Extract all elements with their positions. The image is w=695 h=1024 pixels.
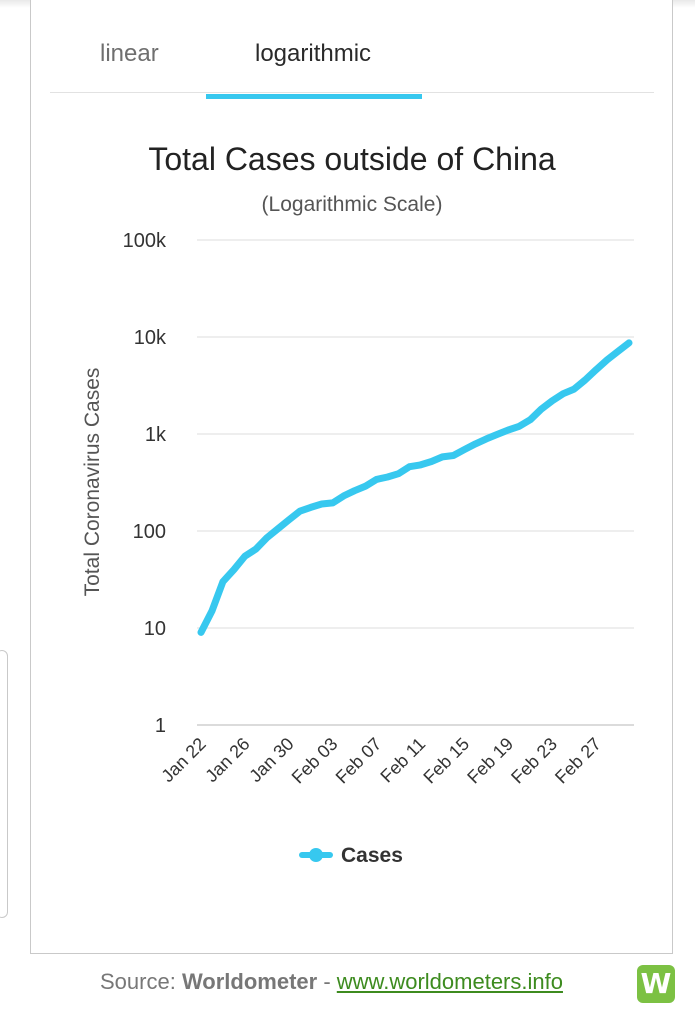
chart-card — [30, 0, 673, 954]
data-point[interactable] — [429, 459, 434, 464]
y-tick-label: 10k — [134, 327, 167, 349]
data-point[interactable] — [572, 387, 577, 392]
data-point[interactable] — [330, 500, 335, 505]
data-point[interactable] — [385, 475, 390, 479]
x-tick-label: Feb 27 — [551, 734, 605, 788]
y-tick-label: 1 — [155, 715, 166, 737]
x-tick-label: Jan 30 — [245, 734, 297, 786]
x-tick-label: Feb 07 — [332, 734, 386, 788]
data-point[interactable] — [407, 464, 412, 469]
data-point[interactable] — [473, 441, 478, 446]
data-point[interactable] — [594, 367, 599, 372]
data-point[interactable] — [341, 493, 346, 498]
data-point[interactable] — [286, 517, 291, 522]
source-line: Source: Worldometer - www.worldometers.i… — [100, 969, 563, 995]
y-tick-labels: 1 10 100 1k 10k 100k — [123, 230, 167, 737]
side-panel-edge — [0, 650, 8, 918]
data-point[interactable] — [627, 340, 631, 345]
data-point[interactable] — [264, 535, 269, 540]
data-point[interactable] — [528, 417, 533, 422]
y-tick-label: 10 — [144, 618, 166, 640]
data-point[interactable] — [484, 436, 489, 441]
tab-linear[interactable]: linear — [100, 40, 159, 67]
series-line-cases[interactable] — [197, 339, 633, 636]
tabs-divider — [50, 92, 654, 93]
legend[interactable]: Cases — [299, 844, 403, 867]
legend-swatch-dot — [309, 848, 323, 862]
data-point[interactable] — [561, 391, 566, 396]
data-point[interactable] — [440, 454, 445, 459]
data-point[interactable] — [374, 477, 379, 482]
x-tick-label: Feb 23 — [507, 734, 561, 788]
legend-label-cases: Cases — [341, 844, 403, 867]
data-point[interactable] — [396, 471, 401, 476]
y-tick-label: 100k — [123, 230, 167, 252]
data-point[interactable] — [605, 357, 610, 362]
data-point[interactable] — [297, 509, 302, 514]
data-point[interactable] — [210, 608, 214, 613]
x-tick-label: Jan 26 — [201, 734, 253, 786]
data-point[interactable] — [517, 424, 522, 429]
active-tab-indicator — [206, 94, 422, 99]
data-point[interactable] — [616, 349, 620, 354]
source-separator: - — [317, 969, 337, 994]
data-point[interactable] — [308, 505, 313, 510]
y-tick-label: 100 — [133, 521, 166, 543]
data-point[interactable] — [539, 407, 544, 412]
data-point[interactable] — [495, 432, 500, 437]
worldometer-logo-icon[interactable]: W — [637, 965, 675, 1003]
x-tick-label: Jan 22 — [157, 734, 209, 786]
data-point[interactable] — [199, 630, 203, 635]
x-tick-label: Feb 15 — [419, 734, 473, 788]
data-point[interactable] — [253, 547, 258, 552]
data-point[interactable] — [583, 378, 588, 382]
data-point[interactable] — [363, 484, 368, 489]
data-point[interactable] — [231, 567, 236, 572]
data-point[interactable] — [352, 488, 357, 493]
data-point[interactable] — [220, 579, 225, 584]
data-point[interactable] — [319, 502, 324, 506]
grid-lines — [197, 239, 634, 726]
data-point[interactable] — [550, 398, 555, 403]
data-point[interactable] — [451, 453, 456, 458]
y-tick-label: 1k — [145, 424, 167, 446]
x-tick-label: Feb 19 — [463, 734, 517, 788]
data-point[interactable] — [418, 462, 423, 467]
y-axis-label: Total Coronavirus Cases — [81, 368, 104, 597]
source-prefix: Source: — [100, 969, 182, 994]
x-tick-label: Feb 11 — [376, 734, 429, 787]
x-tick-label: Feb 03 — [288, 734, 342, 788]
chart-title: Total Cases outside of China — [148, 141, 556, 177]
data-point[interactable] — [275, 526, 280, 531]
data-point[interactable] — [462, 447, 467, 452]
data-point[interactable] — [506, 428, 511, 432]
chart: Total Cases outside of China (Logarithmi… — [81, 141, 634, 867]
series-layer — [197, 339, 633, 636]
data-point[interactable] — [242, 554, 247, 559]
chart-subtitle: (Logarithmic Scale) — [262, 193, 443, 216]
source-brand: Worldometer — [181, 969, 318, 994]
source-link[interactable]: www.worldometers.info — [336, 969, 563, 994]
tab-logarithmic[interactable]: logarithmic — [255, 40, 372, 67]
